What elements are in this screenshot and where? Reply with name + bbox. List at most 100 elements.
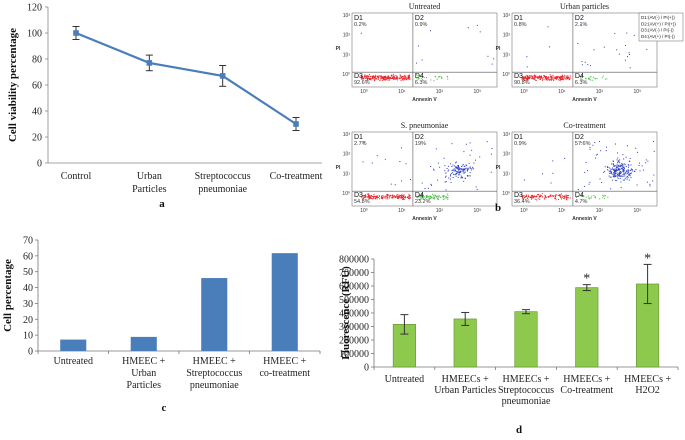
flow-event-dot [626,32,628,34]
flow-event-dot [360,32,362,34]
flow-event-dot [462,168,464,170]
flow-event-dot [418,78,420,80]
flow-event-dot [649,185,651,187]
flow-event-dot [381,76,383,78]
flow-event-dot [377,78,379,80]
flow-event-dot [552,77,554,79]
flow-event-dot [361,77,363,79]
flow-event-dot [617,165,619,167]
flow-event-dot [408,74,410,76]
flow-event-dot [587,197,589,199]
flow-event-dot [535,76,537,78]
flow-event-dot [384,78,386,80]
flow-event-dot [629,175,631,177]
flow-event-dot [459,170,461,172]
flow-event-dot [408,193,410,195]
flow-event-dot [457,166,459,168]
flow-event-dot [377,195,379,197]
flow-event-dot [626,145,628,147]
flow-event-dot [622,174,624,176]
flow-event-dot [560,196,562,198]
flow-event-dot [567,196,569,198]
flow-event-dot [627,174,629,176]
flow-event-dot [452,177,454,179]
flow-event-dot [423,196,425,198]
flow-event-dot [526,196,528,198]
flow-event-dot [407,78,409,80]
flow-event-dot [457,176,459,178]
flow-event-dot [523,179,525,181]
quadrant-pct-d1: 2.7% [354,141,367,147]
flow-event-dot [622,166,624,168]
flow-event-dot [430,184,432,186]
flow-event-dot [567,195,569,197]
flow-event-dot [521,78,523,80]
flow-event-dot [534,76,536,78]
flow-event-dot [417,45,419,47]
flow-event-dot [407,76,409,78]
flow-event-dot [401,76,403,78]
flow-event-dot [546,79,548,81]
flow-event-dot [362,78,364,80]
flow-event-dot [609,168,611,170]
flow-event-dot [374,79,376,81]
flow-event-dot [404,74,406,76]
flow-event-dot [442,195,444,197]
flow-event-dot [622,175,624,177]
flow-event-dot [464,171,466,173]
flow-event-dot [422,196,424,198]
flow-event-dot [408,198,410,200]
flow-event-dot [445,196,447,198]
flow-event-dot [447,194,449,196]
flow-event-dot [629,161,631,163]
flow-event-dot [538,194,540,196]
flow-event-dot [456,168,458,170]
flow-event-dot [630,169,632,171]
flow-event-dot [628,52,630,54]
flow-event-dot [550,80,552,82]
flow-event-dot [384,158,386,160]
flow-event-dot [415,62,417,64]
flow-event-dot [372,75,374,77]
flow-event-dot [372,76,374,78]
flow-event-dot [363,76,365,78]
flow-event-dot [533,196,535,198]
flow-event-dot [552,172,554,174]
flow-event-dot [386,76,388,78]
quadrant-label-d3: D3 [354,73,363,80]
flow-event-dot [638,165,640,167]
flow-event-dot [604,78,606,80]
flow-event-dot [613,165,615,167]
flow-event-dot [406,78,408,80]
data-point [73,30,79,36]
flow-event-dot [369,78,371,80]
flow-event-dot [545,197,547,199]
flow-event-dot [486,141,488,143]
flow-event-dot [629,173,631,175]
flow-event-dot [618,164,620,166]
flow-event-dot [549,195,551,197]
flow-event-dot [617,169,619,171]
flow-event-dot [523,76,525,78]
flow-event-dot [420,77,422,79]
flow-event-dot [453,170,455,172]
quadrant-label-d2: D2 [415,15,424,22]
x-category-label: Streptococcus [195,171,251,182]
flow-event-dot [596,153,598,155]
flow-event-dot [454,168,456,170]
panel-c-bar-chart: 0 10 20 30 40 50 60 70 Cell percentage Untreated H… [2,236,321,391]
flow-event-dot [583,195,585,197]
flow-event-dot [381,196,383,198]
series-line [75,31,297,125]
flow-event-dot [433,168,435,170]
flow-event-dot [462,168,464,170]
flow-event-dot [552,160,554,162]
flow-event-dot [539,77,541,79]
flow-dots [521,24,648,82]
flow-event-dot [549,196,551,198]
flow-event-dot [401,195,403,197]
flow-event-dot [542,76,544,78]
flow-event-dot [555,194,557,196]
flow-event-dot [427,195,429,197]
flow-event-dot [416,74,418,76]
